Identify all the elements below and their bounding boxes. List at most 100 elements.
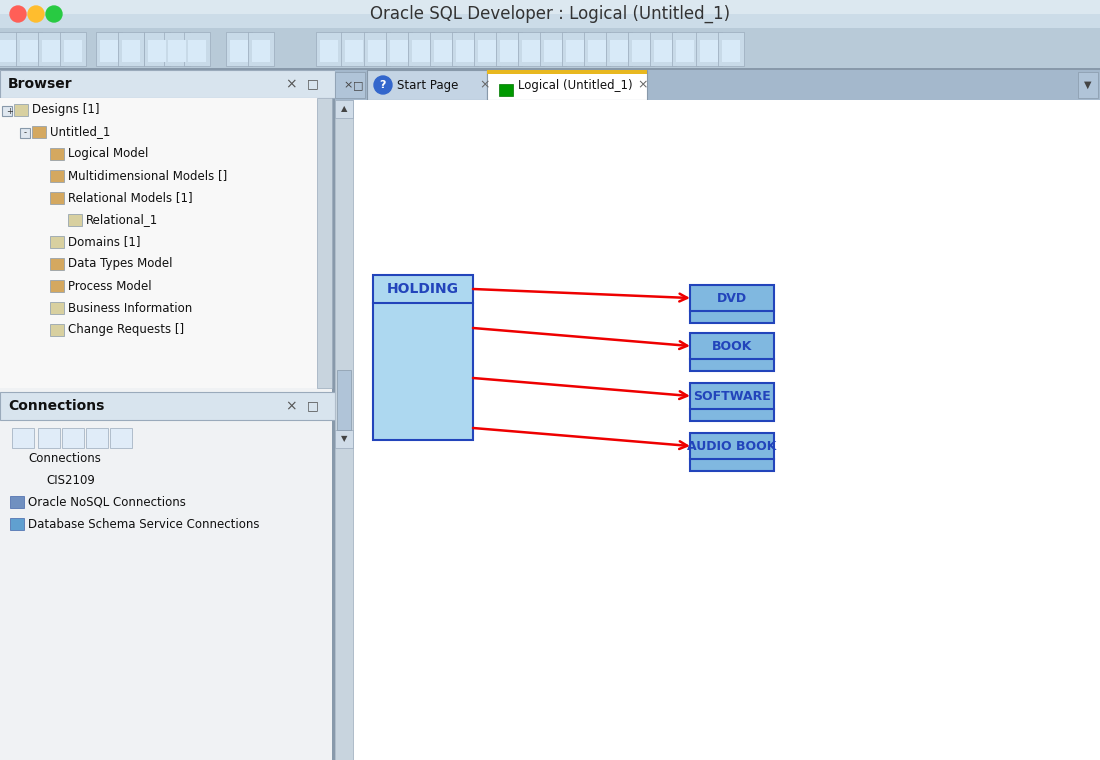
Text: ×: × <box>478 78 490 91</box>
Bar <box>1078 72 1098 98</box>
Bar <box>252 40 270 62</box>
Bar <box>390 40 408 62</box>
Bar <box>487 70 647 100</box>
Bar <box>188 40 206 62</box>
Bar <box>672 32 698 66</box>
Bar <box>64 40 82 62</box>
Bar <box>696 32 722 66</box>
Bar <box>230 40 248 62</box>
Bar <box>544 40 562 62</box>
Bar <box>50 302 64 314</box>
Text: Connections: Connections <box>28 451 101 464</box>
Bar <box>676 40 694 62</box>
Bar <box>336 100 353 760</box>
Bar <box>654 40 672 62</box>
Text: BOOK: BOOK <box>712 340 752 353</box>
Bar <box>96 32 122 66</box>
Text: Data Types Model: Data Types Model <box>68 258 173 271</box>
Bar <box>12 428 34 448</box>
Bar <box>336 72 365 98</box>
Bar <box>50 192 64 204</box>
Text: □: □ <box>307 400 319 413</box>
Bar <box>50 258 64 270</box>
Bar <box>540 32 566 66</box>
Bar <box>20 128 30 138</box>
Bar <box>0 68 1100 70</box>
Bar <box>632 40 650 62</box>
Bar <box>0 98 332 388</box>
Text: +: + <box>6 106 13 116</box>
Bar <box>39 428 60 448</box>
Bar <box>336 430 353 448</box>
Text: Process Model: Process Model <box>68 280 152 293</box>
Bar <box>408 32 435 66</box>
Text: Oracle NoSQL Connections: Oracle NoSQL Connections <box>28 496 186 508</box>
Bar <box>144 32 170 66</box>
Bar <box>10 496 24 508</box>
Text: □: □ <box>353 80 363 90</box>
Text: HOLDING: HOLDING <box>387 282 459 296</box>
Bar <box>20 40 38 62</box>
Text: Relational_1: Relational_1 <box>86 214 158 226</box>
Bar <box>690 433 774 471</box>
Circle shape <box>28 6 44 22</box>
Bar <box>100 40 118 62</box>
Bar <box>42 40 60 62</box>
Bar <box>700 40 718 62</box>
Bar <box>341 32 367 66</box>
Bar <box>62 428 84 448</box>
Bar <box>226 32 252 66</box>
Text: -: - <box>24 128 28 138</box>
Bar <box>16 32 42 66</box>
Bar <box>32 126 46 138</box>
Text: CIS2109: CIS2109 <box>46 473 95 486</box>
Text: □: □ <box>307 78 319 90</box>
Bar <box>628 32 654 66</box>
Bar <box>317 98 332 388</box>
Bar <box>434 40 452 62</box>
Bar <box>184 32 210 66</box>
Text: ×: × <box>637 78 648 91</box>
Bar <box>0 70 336 98</box>
Bar <box>50 236 64 248</box>
Bar <box>337 370 351 430</box>
Bar <box>584 32 610 66</box>
Bar <box>690 285 774 323</box>
Bar <box>110 428 132 448</box>
Bar <box>722 40 740 62</box>
Bar <box>499 84 513 96</box>
Bar <box>10 518 24 530</box>
Text: AUDIO BOOK: AUDIO BOOK <box>688 439 777 452</box>
Text: ×: × <box>285 399 297 413</box>
Bar <box>68 214 82 226</box>
Bar <box>50 148 64 160</box>
Bar <box>718 32 744 66</box>
Text: ▼: ▼ <box>1085 80 1091 90</box>
Bar <box>650 32 676 66</box>
Bar <box>50 170 64 182</box>
Bar <box>456 40 474 62</box>
Bar <box>367 70 487 100</box>
Bar <box>412 40 430 62</box>
Bar <box>332 70 336 760</box>
Bar <box>60 32 86 66</box>
Bar <box>452 32 478 66</box>
Text: ▼: ▼ <box>341 435 348 444</box>
Bar <box>248 32 274 66</box>
Bar <box>368 40 386 62</box>
Bar <box>122 40 140 62</box>
Circle shape <box>374 76 392 94</box>
Bar <box>690 383 774 421</box>
Bar <box>474 32 500 66</box>
Text: Domains [1]: Domains [1] <box>68 236 141 249</box>
Bar <box>50 324 64 336</box>
Bar <box>345 40 363 62</box>
Text: ×: × <box>285 77 297 91</box>
Bar <box>0 40 16 62</box>
Bar <box>373 275 473 440</box>
Bar <box>0 14 1100 28</box>
Bar <box>86 428 108 448</box>
Text: ×: × <box>343 80 352 90</box>
Text: Oracle SQL Developer : Logical (Untitled_1): Oracle SQL Developer : Logical (Untitled… <box>370 5 730 23</box>
Text: Logical (Untitled_1): Logical (Untitled_1) <box>518 78 632 91</box>
